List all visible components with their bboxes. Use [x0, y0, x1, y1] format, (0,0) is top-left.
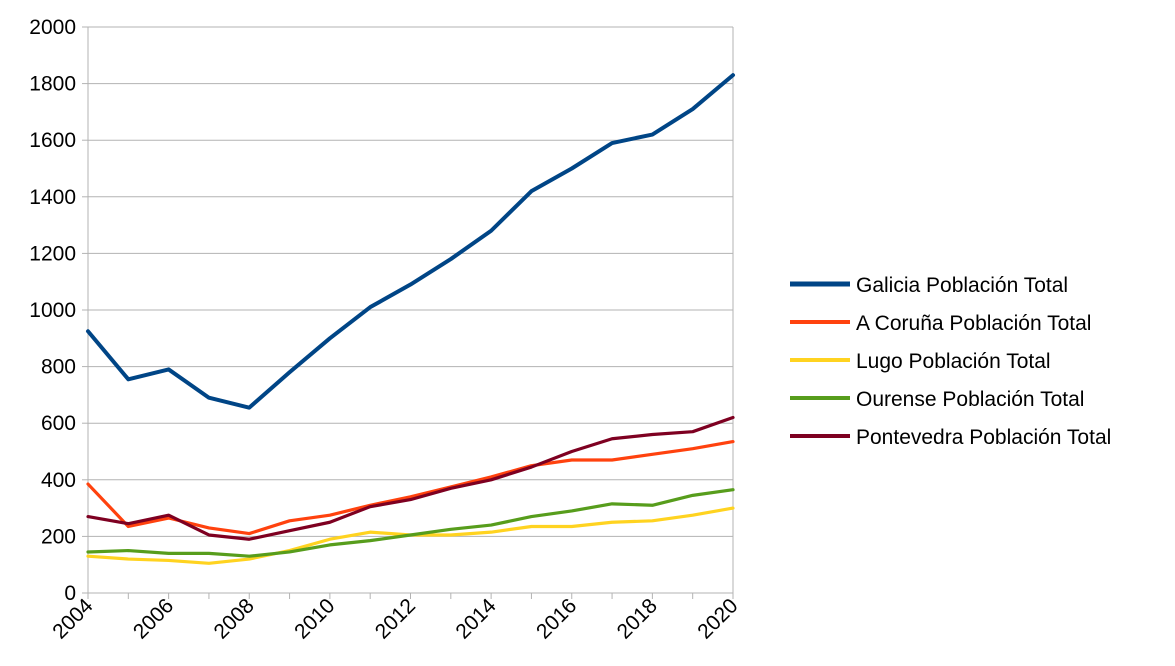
y-tick-label: 200 [41, 525, 76, 548]
x-tick-label: 2018 [613, 594, 662, 643]
series-line-1 [86, 439, 735, 536]
legend: Galicia Población Total A Coruña Població… [790, 274, 1111, 449]
gridlines [88, 26, 733, 594]
y-tick-label: 2000 [29, 16, 76, 39]
y-tick-label: 1000 [29, 299, 76, 322]
axes: 0 200 400 600 800 1000 1200 1400 1600 1800 2000 200… [29, 16, 742, 644]
series-lines [86, 73, 735, 565]
legend-label: Lugo Población Total [856, 350, 1051, 373]
y-tick-label: 1400 [29, 186, 76, 209]
legend-label: Ourense Población Total [856, 388, 1084, 411]
x-tick-label: 2016 [532, 594, 581, 643]
series-line-0 [86, 73, 735, 410]
y-tick-label: 400 [41, 469, 76, 492]
legend-label: Pontevedra Población Total [856, 426, 1111, 449]
y-tick-label: 1200 [29, 242, 76, 265]
x-tick-label: 2004 [48, 594, 98, 644]
series-line-4 [86, 415, 735, 541]
series-line-3 [86, 488, 735, 558]
x-tick-label: 2020 [693, 594, 742, 643]
y-tick-label: 1800 [29, 73, 76, 96]
y-tick-label: 1600 [29, 129, 76, 152]
y-tick-label: 800 [41, 356, 76, 379]
legend-label: A Coruña Población Total [856, 312, 1091, 335]
x-tick-label: 2008 [209, 594, 258, 643]
x-tick-label: 2006 [129, 594, 178, 643]
y-tick-label: 600 [41, 412, 76, 435]
x-tick-label: 2014 [451, 594, 501, 644]
legend-label: Galicia Población Total [856, 274, 1068, 297]
x-tick-label: 2010 [290, 594, 339, 643]
y-tick-label: 0 [64, 582, 76, 605]
x-tick-label: 2012 [371, 594, 420, 643]
